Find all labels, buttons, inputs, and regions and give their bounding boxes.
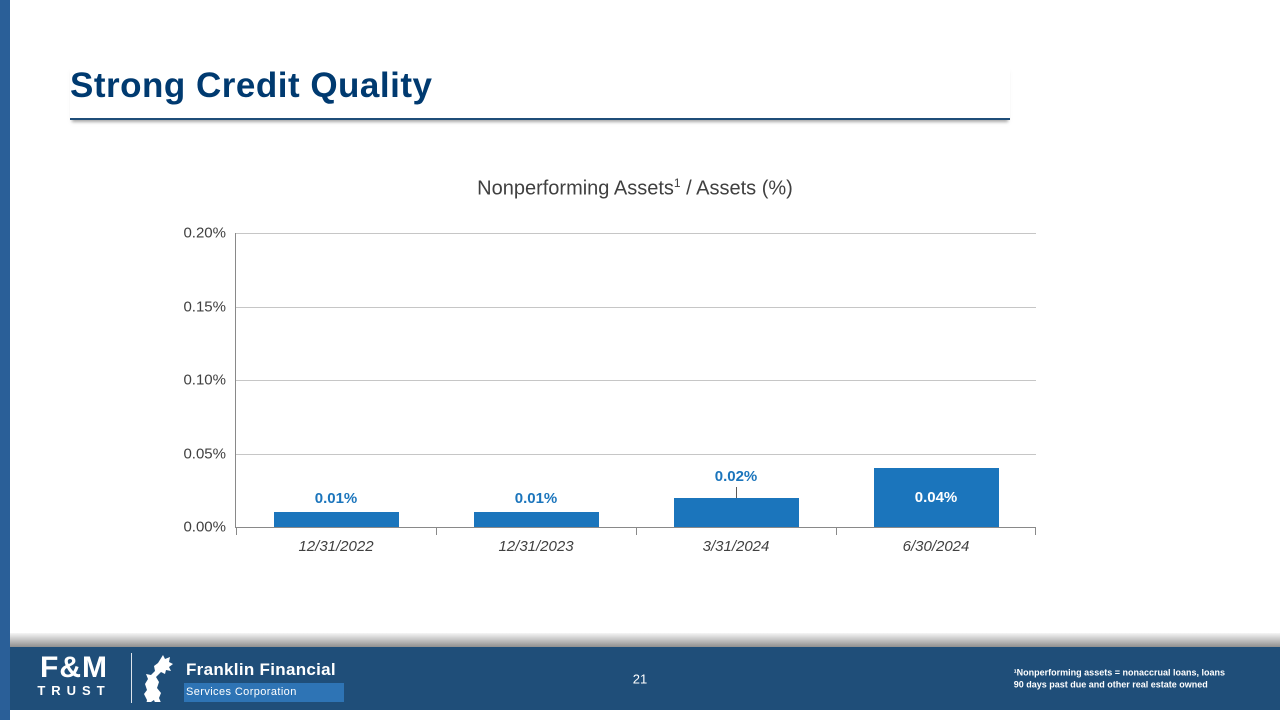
- x-axis-tick: [636, 527, 637, 535]
- bar-value-label: 0.04%: [914, 488, 958, 506]
- footnote: ¹Nonperforming assets = nonaccrual loans…: [1014, 666, 1225, 691]
- y-axis-label: 0.15%: [183, 298, 226, 315]
- bar-value-label: 0.01%: [514, 490, 558, 508]
- gridline: [236, 233, 1036, 234]
- gridline: [236, 380, 1036, 381]
- logo-divider: [131, 653, 132, 703]
- gridline: [236, 453, 1036, 455]
- bar-value-label: 0.02%: [714, 467, 758, 485]
- label-leader-line: [736, 486, 737, 498]
- chart-title: Nonperforming Assets1 / Assets (%): [235, 176, 1035, 201]
- bar-value-label: 0.01%: [314, 490, 358, 508]
- x-axis-category-label: 12/31/2023: [498, 538, 574, 555]
- gridline: [236, 306, 1036, 308]
- footnote-line-1: ¹Nonperforming assets = nonaccrual loans…: [1013, 666, 1225, 677]
- x-axis-category-label: 3/31/2024: [702, 538, 770, 555]
- x-axis-tick: [436, 527, 437, 535]
- franklin-financial-name: Franklin Financial: [186, 660, 336, 679]
- footer-shadow-band: [0, 633, 1280, 647]
- services-corporation-label: Services Corporation: [184, 683, 344, 702]
- left-accent-stripe: [0, 0, 10, 720]
- fm-logo-trust-text: TRUST: [37, 683, 111, 698]
- fm-logo-text: F&M: [40, 651, 108, 684]
- bar: [273, 512, 399, 527]
- footer-band: F&M TRUST Franklin Financial Services Co…: [0, 647, 1280, 710]
- chart-title-rest: / Assets (%): [680, 177, 793, 200]
- x-axis-tick: [1035, 527, 1036, 535]
- chart-title-superscript: 1: [673, 176, 681, 190]
- x-axis-category-label: 12/31/2022: [298, 538, 374, 555]
- bar: [673, 497, 799, 527]
- slide-title: Strong Credit Quality: [70, 66, 433, 105]
- x-axis-category-label: 6/30/2024: [902, 538, 970, 555]
- fm-trust-logo: F&M TRUST: [26, 651, 122, 699]
- bar: [473, 512, 599, 527]
- title-block: Strong Credit Quality: [70, 66, 1010, 120]
- y-axis-label: 0.05%: [183, 445, 226, 462]
- page-number: 21: [632, 671, 648, 686]
- chart-title-main: Nonperforming Assets: [477, 177, 674, 200]
- lion-icon: [144, 655, 173, 702]
- x-axis-tick: [836, 527, 837, 535]
- bar: [873, 468, 999, 527]
- plot-area: 0.00% 0.05% 0.10% 0.15% 0.20% 0.01% 12/31/2022…: [183, 225, 1036, 555]
- y-axis-label: 0.20%: [183, 224, 226, 242]
- footnote-line-2: 90 days past due and other real estate o…: [1013, 679, 1208, 690]
- franklin-financial-logo: Franklin Financial Services Corporation: [142, 654, 344, 702]
- y-axis-label: 0.00%: [183, 518, 226, 536]
- franklin-financial-text: Franklin Financial Services Corporation: [184, 658, 344, 702]
- x-axis-tick: [236, 527, 237, 535]
- y-axis-label: 0.10%: [183, 371, 226, 389]
